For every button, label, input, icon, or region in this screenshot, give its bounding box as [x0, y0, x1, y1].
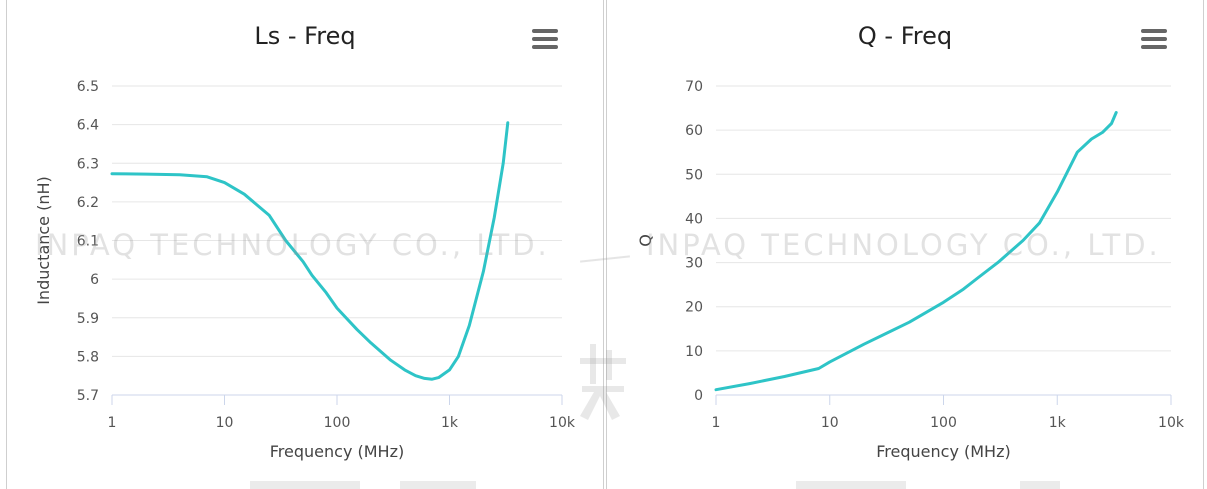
- cropped-caption-fragment: [796, 481, 906, 489]
- y-tick-label: 5.7: [77, 388, 99, 404]
- y-tick-label: 10: [685, 344, 703, 360]
- q-freq-chart-panel: Q - Freq 0 10 20 30 40 50 60 70 1 10 100 1k 10k Frequ…: [606, 0, 1204, 489]
- y-tick-label: 30: [685, 256, 703, 272]
- y-tick-label: 5.9: [77, 311, 99, 327]
- x-axis-label: Frequency (MHz): [270, 442, 404, 461]
- chart-title: Ls - Freq: [254, 22, 356, 50]
- x-axis-label: Frequency (MHz): [876, 442, 1010, 461]
- x-tick-label: 1k: [1049, 415, 1067, 431]
- y-tick-label: 6.4: [77, 118, 99, 134]
- q-freq-plot: 0 10 20 30 40 50 60 70 1 10 100 1k 10k Frequency (MHz…: [636, 79, 1185, 461]
- y-axis-label: Q: [636, 234, 655, 247]
- cropped-caption-fragment: [250, 481, 360, 489]
- cropped-caption-fragment: [1020, 481, 1060, 489]
- x-tick-label: 10: [821, 415, 839, 431]
- x-tick-label: 1: [108, 415, 117, 431]
- x-tick-label: 10k: [549, 415, 576, 431]
- y-tick-label: 5.8: [77, 349, 99, 365]
- x-tick-label: 100: [324, 415, 351, 431]
- y-tick-label: 60: [685, 123, 703, 139]
- y-tick-label: 6.1: [77, 234, 99, 250]
- series-line: [110, 121, 510, 381]
- ls-freq-chart-panel: Ls - Freq 5.7 5.8 5.9 6 6.1 6.2 6.3 6.4 6.5 1 10 10…: [6, 0, 604, 489]
- y-tick-label: 6.2: [77, 195, 99, 211]
- y-tick-label: 40: [685, 211, 703, 227]
- y-tick-label: 6.3: [77, 156, 99, 172]
- cropped-caption-fragment: [400, 481, 476, 489]
- y-tick-label: 6.5: [77, 79, 99, 95]
- y-tick-label: 20: [685, 300, 703, 316]
- x-tick-label: 1k: [441, 415, 459, 431]
- x-tick-label: 10k: [1158, 415, 1185, 431]
- y-tick-label: 6: [90, 272, 99, 288]
- series-line: [714, 111, 1118, 392]
- chart-title: Q - Freq: [857, 22, 953, 50]
- hamburger-menu-icon[interactable]: [1141, 29, 1167, 51]
- y-tick-label: 70: [685, 79, 703, 95]
- x-tick-label: 10: [216, 415, 234, 431]
- y-tick-label: 50: [685, 167, 703, 183]
- y-tick-label: 0: [694, 388, 703, 404]
- x-tick-label: 1: [712, 415, 721, 431]
- ls-freq-plot: 5.7 5.8 5.9 6 6.1 6.2 6.3 6.4 6.5 1 10 100 1k 10k Freq…: [34, 79, 576, 461]
- y-axis-label: Inductance (nH): [34, 176, 53, 305]
- hamburger-menu-icon[interactable]: [532, 29, 558, 51]
- x-tick-label: 100: [930, 415, 957, 431]
